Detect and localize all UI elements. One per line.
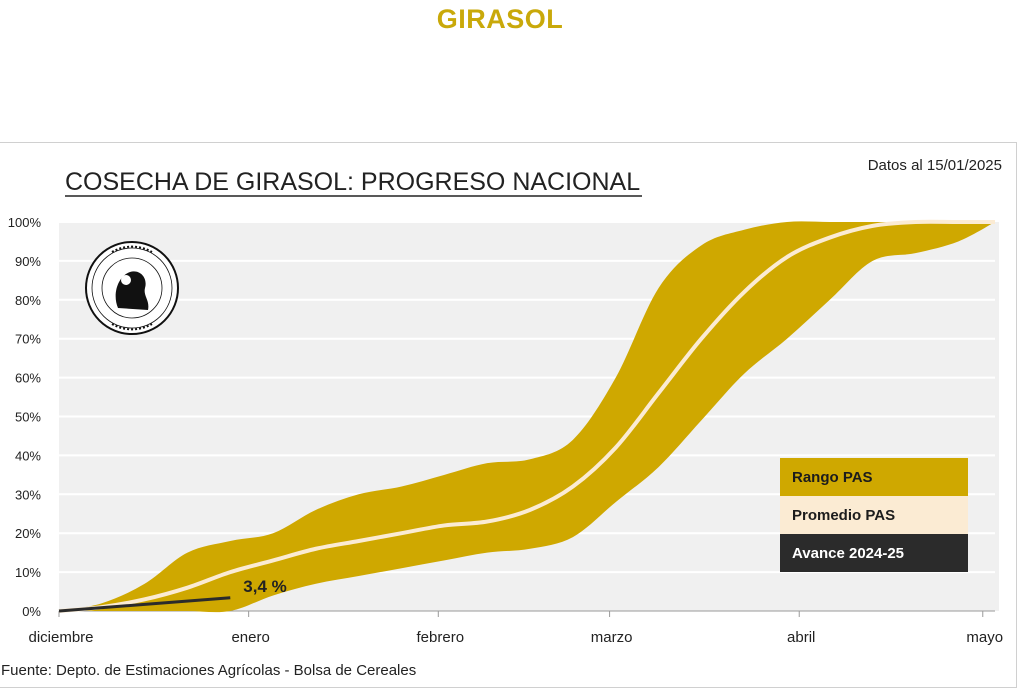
x-tick-label: abril — [787, 629, 815, 646]
chart-svg: COSECHA DE GIRASOL: PROGRESO NACIONAL Da… — [1, 157, 1003, 679]
y-tick-label: 40% — [15, 448, 41, 463]
y-tick-label: 20% — [15, 526, 41, 541]
promedio-pas-line — [58, 219, 995, 613]
legend-label: Rango PAS — [792, 469, 873, 486]
rango-pas-band — [59, 221, 995, 613]
chart-frame: COSECHA DE GIRASOL: PROGRESO NACIONAL Da… — [0, 142, 1017, 688]
legend: Rango PAS Promedio PAS Avance 2024-25 — [780, 458, 968, 572]
avance-data-label: 3,4 % — [243, 577, 286, 596]
y-axis-ticks: 0% 10% 20% 30% 40% 50% 60% 70% 80% 90% 100% — [8, 215, 42, 619]
series-layer — [58, 219, 995, 613]
x-axis-ticks: diciembre enero febrero marzo abril mayo — [28, 610, 1003, 646]
chart-source: Fuente: Depto. de Estimaciones Agrícolas… — [1, 662, 416, 679]
y-tick-label: 70% — [15, 332, 41, 347]
x-tick-label: febrero — [417, 629, 465, 646]
legend-label: Avance 2024-25 — [792, 545, 904, 562]
legend-swatch — [780, 458, 968, 496]
chart-subtitle: Datos al 15/01/2025 — [868, 157, 1002, 174]
x-tick-label: enero — [231, 629, 269, 646]
y-tick-label: 30% — [15, 487, 41, 502]
legend-swatch — [780, 496, 968, 534]
avance-2024-25-line — [58, 596, 231, 613]
chart-title: COSECHA DE GIRASOL: PROGRESO NACIONAL — [65, 168, 640, 196]
legend-label: Promedio PAS — [792, 507, 895, 524]
y-tick-label: 80% — [15, 293, 41, 308]
y-tick-label: 10% — [15, 565, 41, 580]
y-tick-label: 90% — [15, 254, 41, 269]
bolsa-seal-logo — [85, 241, 179, 335]
y-tick-label: 100% — [8, 215, 42, 230]
y-tick-label: 50% — [15, 410, 41, 425]
x-tick-label: diciembre — [28, 629, 93, 646]
x-tick-label: mayo — [966, 629, 1003, 646]
legend-swatch — [780, 534, 968, 572]
y-tick-label: 0% — [22, 604, 41, 619]
y-tick-label: 60% — [15, 371, 41, 386]
page-title: GIRASOL — [436, 4, 564, 34]
x-tick-label: marzo — [591, 629, 633, 646]
